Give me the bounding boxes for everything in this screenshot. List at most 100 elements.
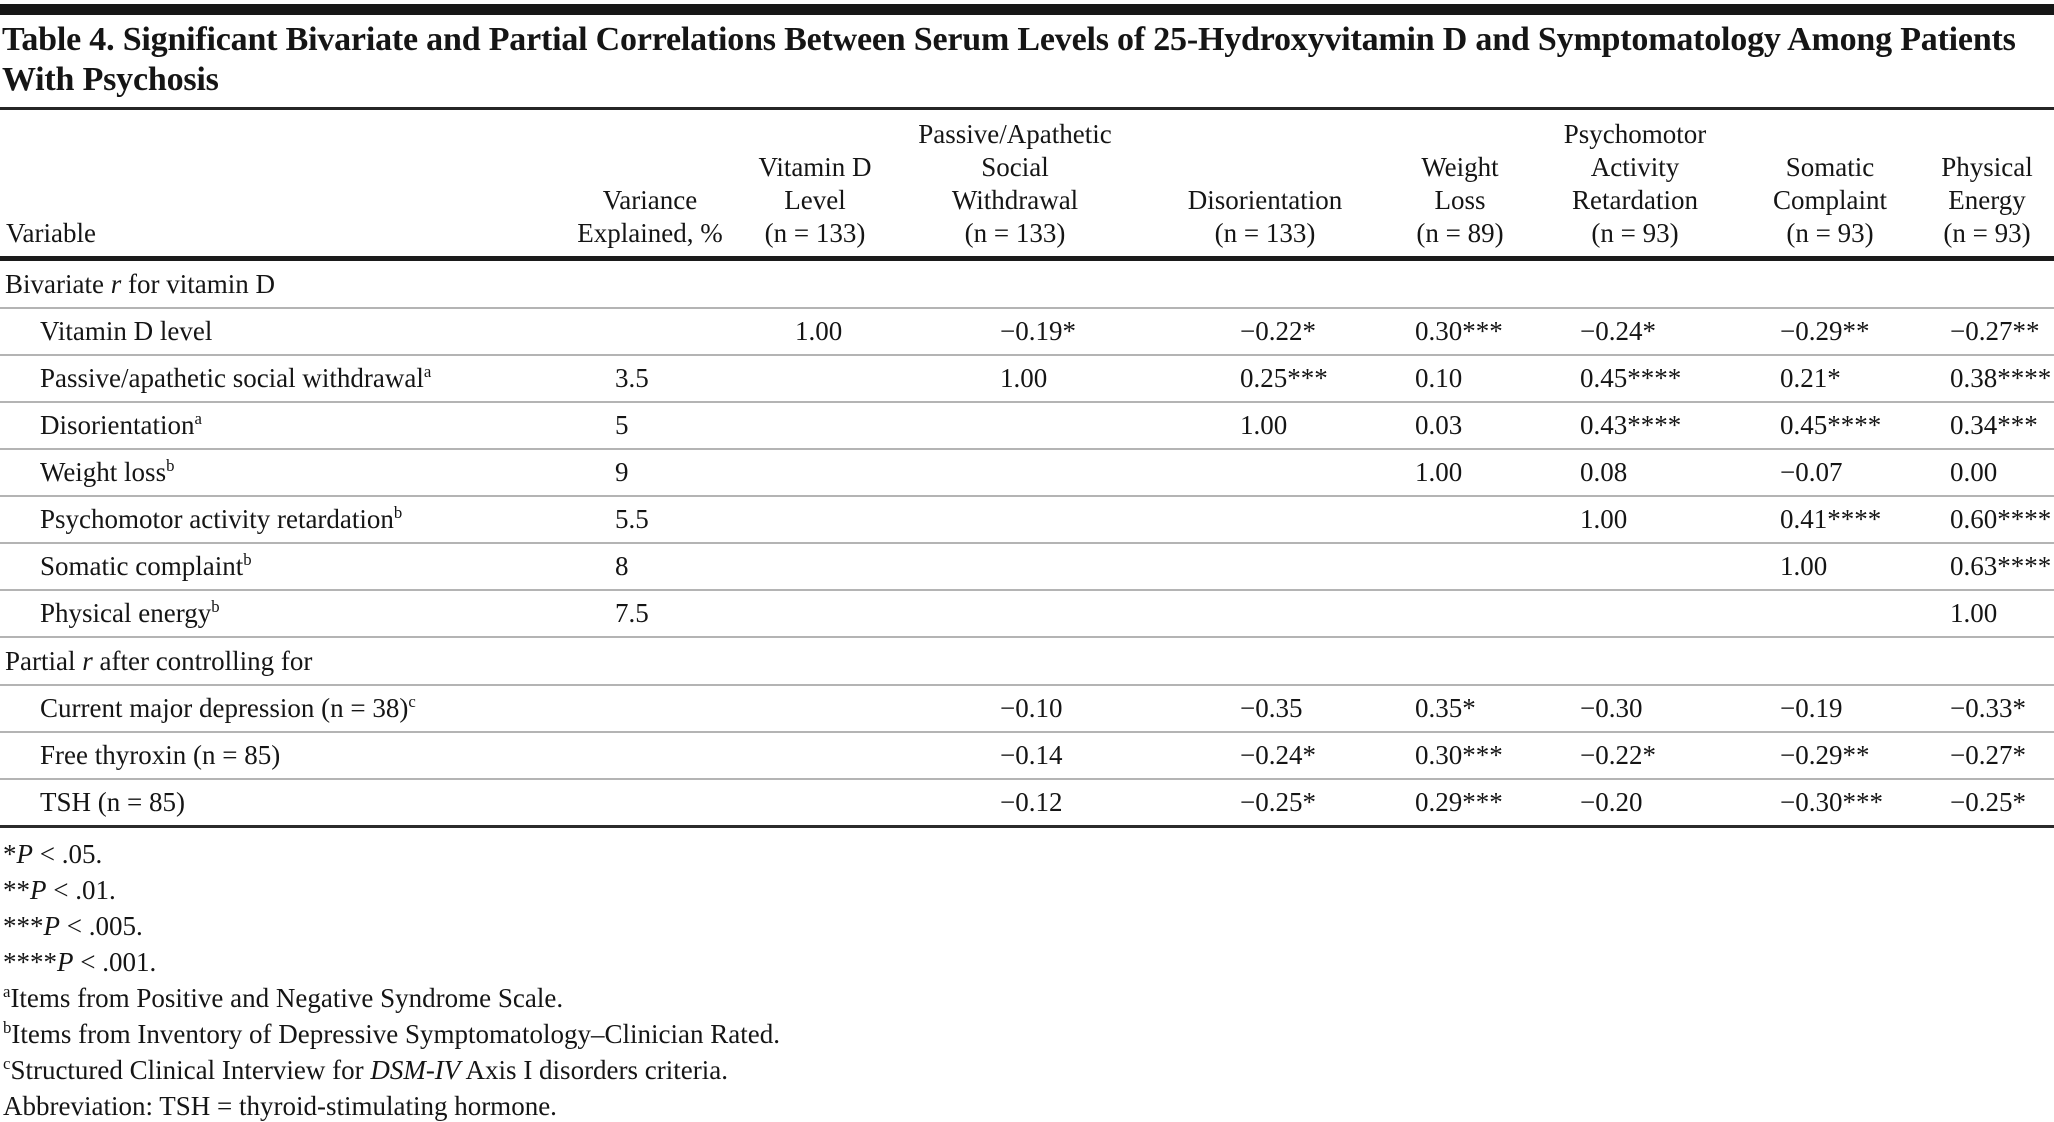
row-label: TSH (n = 85) [0,779,560,828]
value-cell: −0.22* [1140,308,1390,356]
value-cell: 1.00 [1390,449,1530,497]
value-cell [740,496,890,544]
italic-text: r [82,645,93,676]
footnote: bItems from Inventory of Depressive Symp… [3,1018,780,1049]
value-cell: −0.27** [1920,308,2054,356]
value-cell: 0.60**** [1920,496,2054,544]
table-row: Passive/apathetic social withdrawala 3.5 1… [0,355,2054,403]
row-label: Somatic complaintb [0,543,560,591]
column-header-physical-energy: Physical Energy (n = 93) [1941,152,2033,248]
table-row: Physical energyb 7.5 1.00 [0,590,2054,638]
row-label: Disorientationa [0,402,560,450]
value-cell: −0.29** [1740,308,1920,356]
value-cell: −0.24* [1140,732,1390,780]
table-row: Disorientationa 5 1.00 0.03 0.43**** 0.45****… [0,402,2054,450]
column-header-vitamin-d-level: Vitamin D Level (n = 133) [758,152,872,248]
value-cell [890,543,1140,591]
footnote-marker: b [166,456,175,475]
footnote-marker: a [3,982,11,1001]
table-row: Vitamin D level 1.00 −0.19* −0.22* 0.30*** −0… [0,308,2054,356]
value-cell: 0.30*** [1390,732,1530,780]
value-cell: 1.00 [1140,402,1390,450]
footnote-marker: c [408,692,416,711]
italic-text: P [30,875,47,905]
value-cell [1530,543,1740,591]
value-cell: −0.12 [890,779,1140,828]
section-header-row: Partial r after controlling for [0,637,2054,686]
value-cell [1390,590,1530,638]
table-row: Psychomotor activity retardationb 5.5 1.00… [0,496,2054,544]
value-cell [740,779,890,828]
value-cell [1740,590,1920,638]
value-cell: 7.5 [560,590,740,638]
value-cell: 8 [560,543,740,591]
value-cell [890,496,1140,544]
value-cell: 0.35* [1390,685,1530,733]
footnote-marker: b [3,1018,12,1037]
row-label: Current major depression (n = 38)c [0,685,560,733]
section-label: Bivariate r for vitamin D [0,258,2054,309]
value-cell [1390,496,1530,544]
value-cell: 0.10 [1390,355,1530,403]
value-cell [740,543,890,591]
value-cell: 0.25*** [1140,355,1390,403]
value-cell: 3.5 [560,355,740,403]
value-cell [560,732,740,780]
table-header: Variable Variance Explained, % Vitamin D L… [0,110,2054,259]
value-cell: 0.43**** [1530,402,1740,450]
value-cell: −0.19 [1740,685,1920,733]
column-header-variable: Variable [6,218,96,248]
table-body: Bivariate r for vitamin D Vitamin D level… [0,258,2054,828]
value-cell: −0.33* [1920,685,2054,733]
value-cell: −0.29** [1740,732,1920,780]
table-row: Free thyroxin (n = 85) −0.14 −0.24* 0.30***… [0,732,2054,780]
table-title: Table 4. Significant Bivariate and Parti… [2,21,2016,98]
value-cell: 0.00 [1920,449,2054,497]
column-header-variance-explained: Variance Explained, % [577,185,723,248]
value-cell [560,685,740,733]
value-cell [740,449,890,497]
value-cell: 0.41**** [1740,496,1920,544]
value-cell: −0.20 [1530,779,1740,828]
footnote: ****P < .001. [3,947,157,977]
value-cell [890,449,1140,497]
top-rule-bar [0,4,2054,15]
footnotes-block: *P < .05. **P < .01. ***P < .005. ****P < .… [0,828,2054,1122]
value-cell [1140,543,1390,591]
header-row: Variable Variance Explained, % Vitamin D L… [0,110,2054,259]
value-cell: −0.22* [1530,732,1740,780]
column-header-somatic-complaint: Somatic Complaint (n = 93) [1773,152,1887,248]
value-cell: 0.34*** [1920,402,2054,450]
value-cell [1140,449,1390,497]
title-divider [0,107,2054,110]
italic-text: P [43,911,61,941]
value-cell: 1.00 [740,308,890,356]
row-label: Free thyroxin (n = 85) [0,732,560,780]
column-header-passive-apathetic-social-withdrawal: Passive/Apathetic Social Withdrawal (n =… [918,119,1112,248]
footnote: Abbreviation: TSH = thyroid-stimulating … [3,1091,557,1121]
value-cell [1140,496,1390,544]
value-cell [890,402,1140,450]
value-cell: 0.03 [1390,402,1530,450]
footnote: cStructured Clinical Interview for DSM-I… [3,1054,728,1085]
column-header-psychomotor-activity-retardation: Psychomotor Activity Retardation (n = 93… [1563,119,1707,248]
value-cell: −0.19* [890,308,1140,356]
value-cell: −0.14 [890,732,1140,780]
footnote-marker: b [393,503,403,522]
value-cell: 0.38**** [1920,355,2054,403]
value-cell: −0.30*** [1740,779,1920,828]
value-cell: 0.30*** [1390,308,1530,356]
value-cell: −0.25* [1920,779,2054,828]
section-label: Partial r after controlling for [0,637,2054,686]
footnote: aItems from Positive and Negative Syndro… [3,982,564,1013]
value-cell [740,355,890,403]
value-cell: −0.07 [1740,449,1920,497]
column-header-weight-loss: Weight Loss (n = 89) [1416,152,1504,248]
value-cell: −0.30 [1530,685,1740,733]
value-cell: −0.24* [1530,308,1740,356]
value-cell [740,402,890,450]
value-cell [740,590,890,638]
value-cell [1530,590,1740,638]
footnote: ***P < .005. [3,911,143,941]
